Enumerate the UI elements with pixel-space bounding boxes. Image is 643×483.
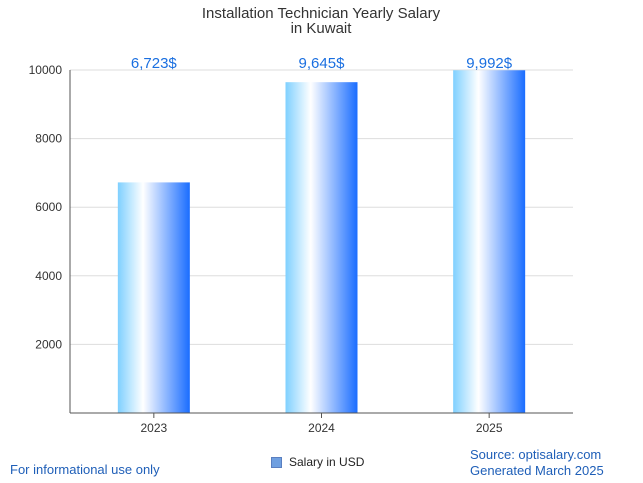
bar-2023 (117, 182, 190, 413)
y-tick-label: 4000 (35, 269, 62, 283)
data-label-2024: 9,645$ (299, 55, 346, 72)
y-tick-label: 6000 (35, 200, 62, 214)
bars (117, 70, 526, 413)
x-tick-label-2023: 2023 (140, 421, 167, 435)
legend: Salary in USD (271, 455, 364, 469)
chart-title-line-1: Installation Technician Yearly Salary (202, 5, 441, 22)
x-tick-label-2024: 2024 (308, 421, 335, 435)
generated-line: Generated March 2025 (470, 463, 604, 478)
disclaimer-note: For informational use only (10, 462, 160, 477)
data-label-2023: 6,723$ (131, 55, 178, 72)
source-credit: Source: optisalary.com Generated March 2… (470, 447, 604, 479)
chart-title-line-2: in Kuwait (291, 20, 353, 37)
legend-label: Salary in USD (289, 455, 365, 469)
bar-2024 (285, 82, 358, 413)
y-axis-ticks: 2000 4000 6000 8000 10000 (29, 63, 63, 351)
data-label-2025: 9,992$ (466, 55, 513, 72)
bar-2025 (453, 70, 526, 413)
source-line: Source: optisalary.com (470, 447, 602, 462)
data-labels: 6,723$ 9,645$ 9,992$ (131, 55, 513, 72)
x-tick-label-2025: 2025 (476, 421, 503, 435)
y-tick-label: 2000 (35, 337, 62, 351)
x-axis-ticks: 2023 2024 2025 (140, 413, 503, 435)
y-tick-label: 10000 (29, 63, 63, 77)
legend-swatch (271, 456, 282, 468)
y-tick-label: 8000 (35, 132, 62, 146)
